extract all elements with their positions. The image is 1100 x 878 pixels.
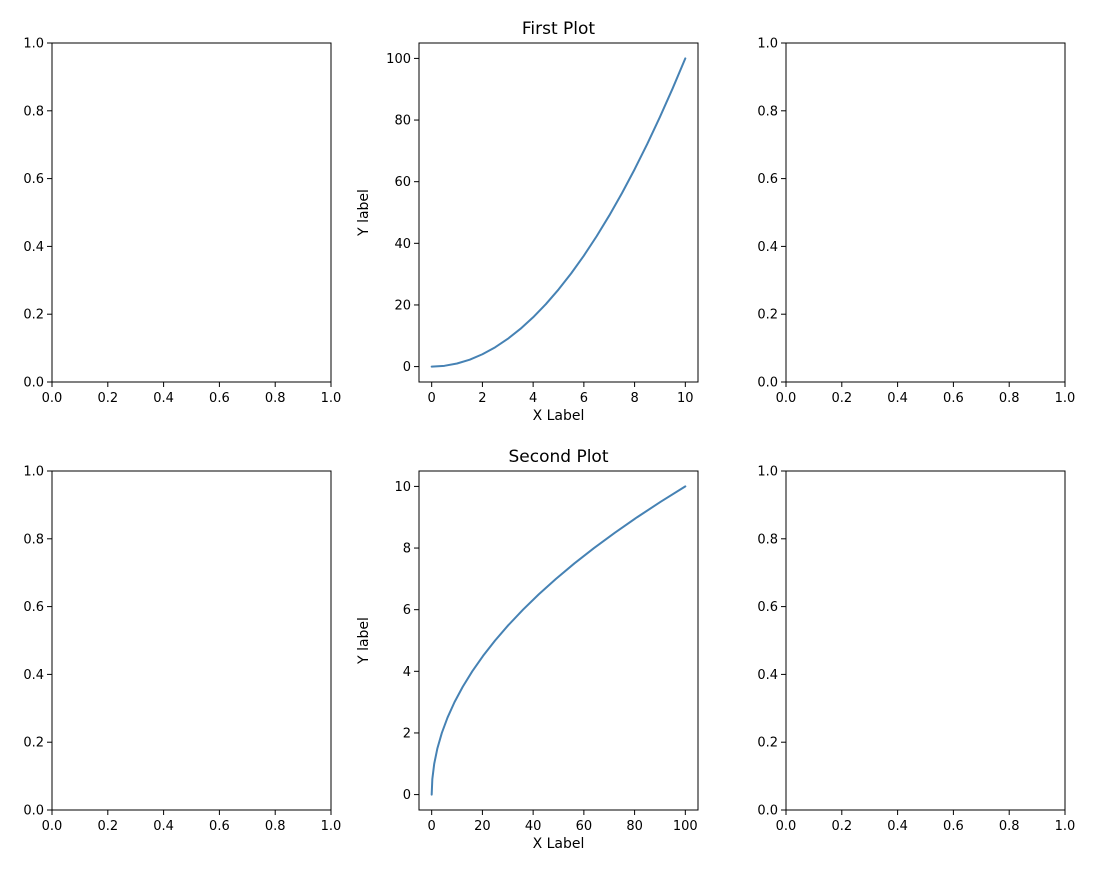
y-tick-label: 4	[403, 665, 411, 680]
x-tick-label: 0.0	[42, 391, 63, 406]
x-tick-label: 0	[428, 391, 436, 406]
y-tick-label: 60	[394, 175, 411, 190]
x-tick-label: 0.8	[999, 391, 1020, 406]
x-tick-label: 0.0	[776, 391, 797, 406]
x-tick-label: 0.0	[776, 819, 797, 834]
x-tick-label: 40	[525, 819, 542, 834]
x-tick-label: 0.4	[153, 819, 174, 834]
subplot-5: 0 20 40 60 80 100 0 2 4 6 8 10 Second Plot X Label Y l…	[356, 447, 699, 852]
y-tick-label: 0.8	[757, 532, 778, 547]
y-tick-label: 1.0	[23, 37, 44, 52]
y-tick-label: 1.0	[757, 37, 778, 52]
y-tick-label: 6	[403, 603, 411, 618]
y-tick-label: 0.0	[23, 804, 44, 819]
y-tick-label: 0	[403, 788, 411, 803]
y-tick-label: 0.6	[757, 600, 778, 615]
y-tick-label: 40	[394, 237, 411, 252]
y-tick-label: 1.0	[23, 465, 44, 480]
y-tick-label: 0.8	[23, 532, 44, 547]
x-tick-label: 1.0	[321, 391, 342, 406]
x-tick-label: 6	[580, 391, 588, 406]
y-tick-label: 0.4	[23, 240, 44, 255]
y-tick-label: 2	[403, 726, 411, 741]
x-tick-label: 0.6	[943, 391, 964, 406]
x-tick-label: 0.8	[999, 819, 1020, 834]
y-axis-label: Y label	[356, 617, 372, 665]
y-tick-label: 0.2	[757, 736, 778, 751]
y-tick-label: 20	[394, 298, 411, 313]
y-tick-label: 0.6	[757, 172, 778, 187]
x-tick-label: 0.6	[943, 819, 964, 834]
x-tick-label: 1.0	[1055, 391, 1076, 406]
y-tick-label: 8	[403, 542, 411, 557]
x-axis-label: X Label	[533, 836, 585, 852]
axes-frame	[51, 42, 332, 383]
y-tick-label: 0.0	[757, 804, 778, 819]
y-tick-label: 0	[403, 360, 411, 375]
x-tick-label: 2	[478, 391, 486, 406]
x-tick-label: 0.2	[97, 819, 118, 834]
subplot-1: 0.0 0.2 0.4 0.6 0.8 1.0 0.0 0.2 0.4 0.6 0.8 1.0	[23, 37, 341, 407]
x-tick-label: 8	[630, 391, 638, 406]
y-tick-label: 1.0	[757, 465, 778, 480]
y-tick-label: 0.2	[757, 308, 778, 323]
x-tick-label: 0.0	[42, 819, 63, 834]
y-tick-label: 100	[386, 52, 411, 67]
y-tick-label: 80	[394, 114, 411, 129]
x-tick-label: 80	[626, 819, 643, 834]
x-tick-label: 100	[673, 819, 698, 834]
y-tick-label: 0.0	[757, 376, 778, 391]
x-axis-label: X Label	[533, 408, 585, 424]
axes-frame	[418, 42, 699, 383]
x-tick-label: 0.2	[97, 391, 118, 406]
x-tick-label: 0.4	[153, 391, 174, 406]
x-tick-label: 0.4	[887, 391, 908, 406]
axes-frame	[418, 470, 699, 811]
x-tick-label: 20	[474, 819, 491, 834]
y-tick-label: 10	[394, 480, 411, 495]
x-tick-label: 0	[428, 819, 436, 834]
y-tick-label: 0.6	[23, 172, 44, 187]
x-tick-label: 0.2	[831, 819, 852, 834]
subplot-title: Second Plot	[508, 447, 608, 467]
x-tick-label: 0.6	[209, 819, 230, 834]
x-tick-label: 1.0	[321, 819, 342, 834]
subplot-3: 0.0 0.2 0.4 0.6 0.8 1.0 0.0 0.2 0.4 0.6 0.8 1.0	[757, 37, 1075, 407]
x-tick-label: 0.4	[887, 819, 908, 834]
x-tick-label: 0.6	[209, 391, 230, 406]
y-tick-label: 0.4	[757, 668, 778, 683]
subplot-6: 0.0 0.2 0.4 0.6 0.8 1.0 0.0 0.2 0.4 0.6 0.8 1.0	[757, 465, 1075, 835]
x-tick-label: 60	[576, 819, 593, 834]
x-tick-label: 0.8	[265, 819, 286, 834]
subplot-4: 0.0 0.2 0.4 0.6 0.8 1.0 0.0 0.2 0.4 0.6 0.8 1.0	[23, 465, 341, 835]
y-tick-label: 0.2	[23, 736, 44, 751]
axes-frame	[785, 42, 1066, 383]
y-tick-label: 0.8	[23, 104, 44, 119]
x-tick-label: 10	[677, 391, 694, 406]
x-tick-label: 0.8	[265, 391, 286, 406]
y-axis-label: Y label	[356, 189, 372, 237]
y-tick-label: 0.4	[23, 668, 44, 683]
x-tick-label: 4	[529, 391, 537, 406]
y-tick-label: 0.8	[757, 104, 778, 119]
subplot-title: First Plot	[522, 19, 596, 39]
x-tick-label: 1.0	[1055, 819, 1076, 834]
axes-frame	[51, 470, 332, 811]
y-tick-label: 0.2	[23, 308, 44, 323]
y-tick-label: 0.0	[23, 376, 44, 391]
series-line	[430, 57, 687, 368]
x-tick-label: 0.2	[831, 391, 852, 406]
y-tick-label: 0.4	[757, 240, 778, 255]
series-line	[430, 485, 687, 796]
axes-frame	[785, 470, 1066, 811]
y-tick-label: 0.6	[23, 600, 44, 615]
